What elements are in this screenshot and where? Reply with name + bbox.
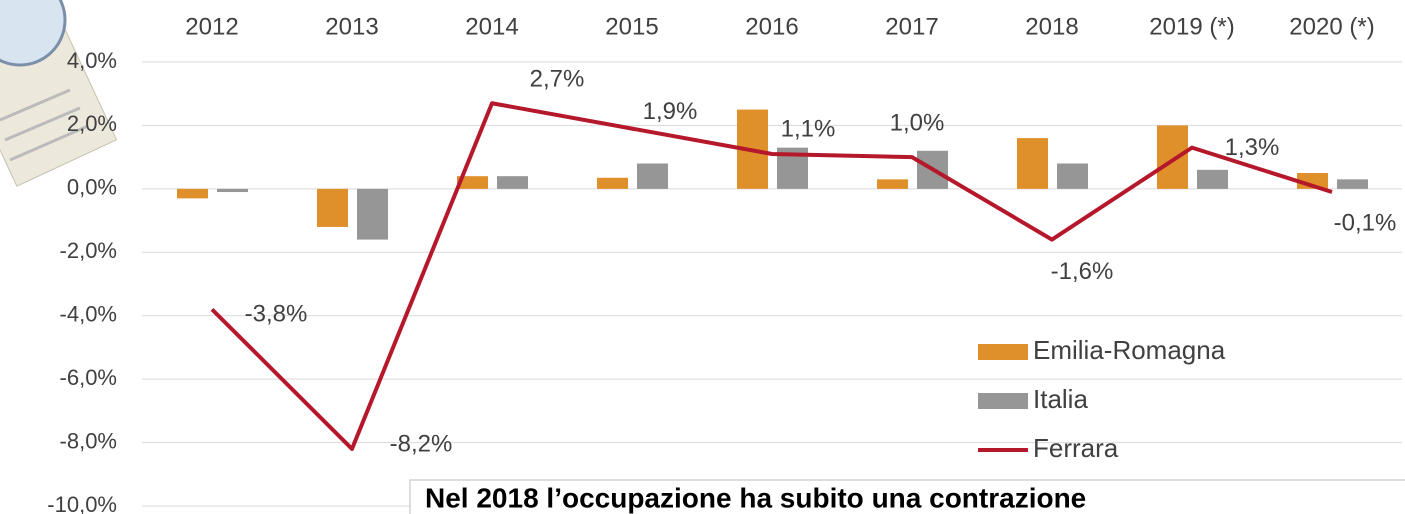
bar (637, 163, 668, 188)
y-tick-label: -4,0% (60, 302, 117, 327)
legend-swatch (978, 393, 1028, 409)
y-tick-label: 4,0% (67, 48, 117, 73)
annotation: Nel 2018 l’occupazione ha subito una con… (425, 482, 1086, 513)
bar (357, 189, 388, 240)
data-label: -1,6% (1051, 258, 1114, 285)
legend-label: Emilia-Romagna (1033, 335, 1226, 365)
y-tick-label: 0,0% (67, 175, 117, 200)
x-tick-label: 2019 (*) (1149, 13, 1234, 40)
bar (1197, 170, 1228, 189)
bar (597, 178, 628, 189)
y-tick-label: -2,0% (60, 238, 117, 263)
y-tick-label: -8,0% (60, 428, 117, 453)
x-tick-label: 2012 (185, 13, 238, 40)
data-label: 1,9% (643, 98, 698, 125)
data-label: 1,1% (781, 115, 836, 142)
y-tick-label: -10,0% (47, 492, 117, 514)
x-tick-label: 2016 (745, 13, 798, 40)
newspaper-icon (0, 0, 117, 186)
data-label: 1,0% (890, 109, 945, 136)
y-tick-label: -6,0% (60, 365, 117, 390)
bar (317, 189, 348, 227)
data-label: -0,1% (1334, 209, 1397, 236)
x-tick-label: 2015 (605, 13, 658, 40)
legend-label: Italia (1033, 384, 1088, 414)
bar (1157, 125, 1188, 188)
bar (1057, 163, 1088, 188)
bar (217, 189, 248, 192)
legend-swatch (978, 344, 1028, 360)
bar (877, 179, 908, 189)
data-label: -3,8% (245, 301, 308, 328)
x-tick-label: 2014 (465, 13, 518, 40)
legend-label: Ferrara (1033, 433, 1119, 463)
bar (1337, 179, 1368, 189)
x-tick-label: 2020 (*) (1289, 13, 1374, 40)
bar (177, 189, 208, 199)
x-tick-label: 2013 (325, 13, 378, 40)
y-tick-label: 2,0% (67, 111, 117, 136)
x-tick-label: 2018 (1025, 13, 1078, 40)
x-tick-label: 2017 (885, 13, 938, 40)
bar (1017, 138, 1048, 189)
chart: Nel 2018 l’occupazione ha subito una con… (0, 0, 1405, 514)
data-label: -8,2% (390, 430, 453, 457)
data-label: 1,3% (1225, 134, 1280, 161)
data-label: 2,7% (530, 66, 585, 93)
bar (497, 176, 528, 189)
